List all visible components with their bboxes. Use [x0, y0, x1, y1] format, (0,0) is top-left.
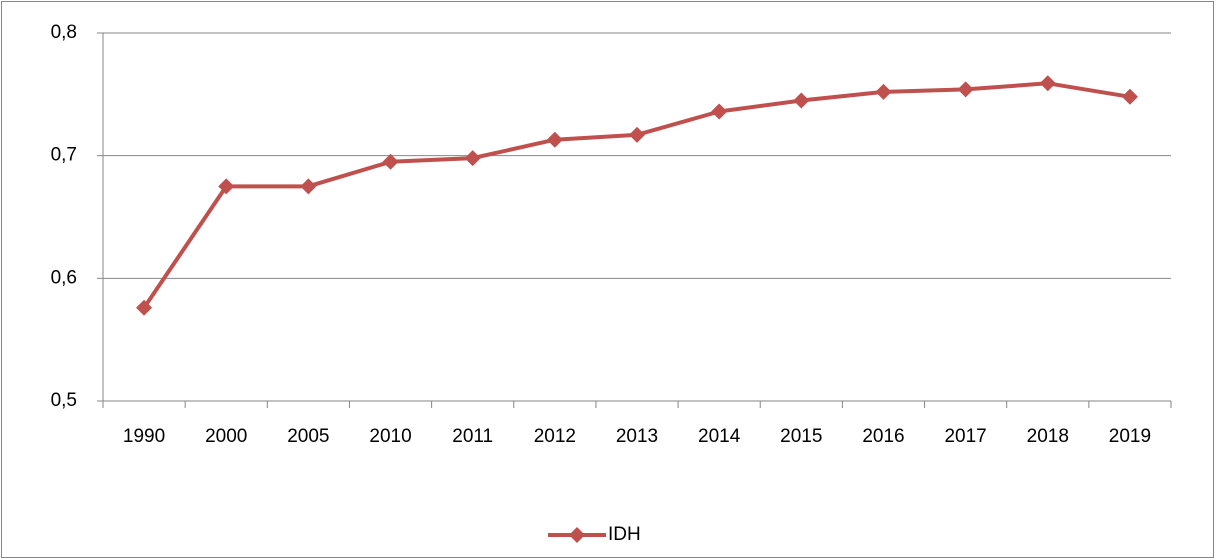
data-marker	[382, 153, 399, 170]
y-tick-label: 0,5	[51, 390, 77, 411]
x-tick-label: 2010	[369, 426, 411, 447]
data-marker	[546, 131, 563, 148]
x-tick-label: 2013	[616, 426, 658, 447]
data-marker	[1121, 88, 1138, 105]
data-marker	[300, 178, 317, 195]
x-tick-label: 2019	[1109, 426, 1151, 447]
x-tick-label: 2016	[862, 426, 904, 447]
x-tick-label: 2000	[205, 426, 247, 447]
x-tick-label: 2017	[944, 426, 986, 447]
x-tick-label: 2005	[287, 426, 329, 447]
data-marker	[957, 81, 974, 98]
data-marker	[464, 150, 481, 167]
data-marker	[711, 103, 728, 120]
data-marker	[629, 126, 645, 143]
x-tick-label: 2018	[1027, 426, 1069, 447]
x-tick-label: 2011	[452, 426, 493, 447]
x-tick-label: 2012	[534, 426, 576, 447]
x-tick-label: 2014	[698, 426, 741, 447]
y-tick-label: 0,7	[51, 145, 77, 166]
legend-marker	[569, 527, 585, 543]
data-marker	[218, 178, 235, 195]
data-marker	[875, 83, 892, 100]
y-tick-label: 0,6	[51, 267, 77, 288]
data-marker	[793, 92, 810, 109]
y-tick-label: 0,8	[51, 22, 77, 43]
legend-label: IDH	[608, 524, 641, 545]
data-marker	[1039, 75, 1056, 92]
x-tick-label: 2015	[780, 426, 822, 447]
x-tick-label: 1990	[123, 426, 165, 447]
data-marker	[136, 299, 153, 316]
